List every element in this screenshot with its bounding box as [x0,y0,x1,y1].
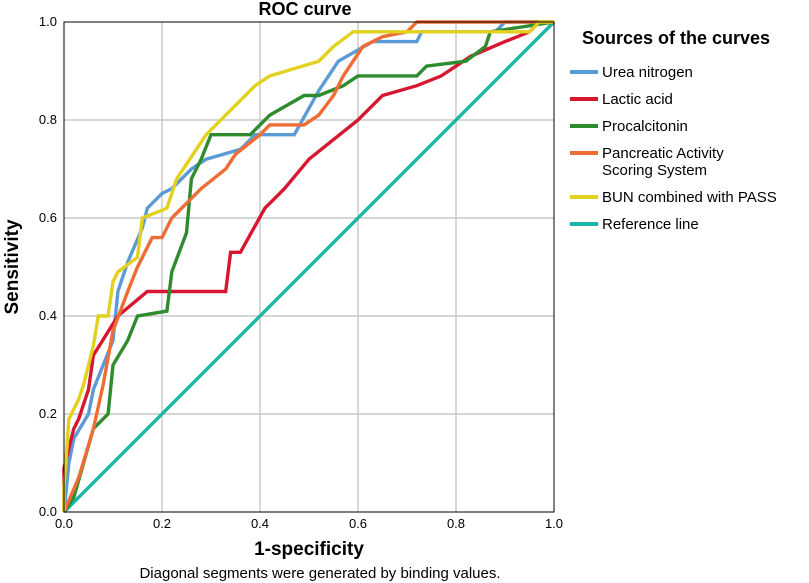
footnote: Diagonal segments were generated by bind… [139,565,500,582]
y-tick-label: 0.6 [39,210,57,225]
x-tick-label: 0.4 [251,516,269,531]
legend-label-bun-combined-with-pass: BUN combined with PASS [602,189,777,206]
x-axis-title: 1-specificity [254,539,364,560]
legend: Urea nitrogen Lactic acid Procalcitonin Pan… [570,64,777,233]
x-tick-label: 1.0 [545,516,563,531]
series-line-reference-line [62,20,556,514]
series-line-urea-nitrogen [62,20,554,513]
x-tick-label: 0.8 [447,516,465,531]
series-line-procalcitonin [62,20,555,513]
legend-title: Sources of the curves [582,28,770,48]
x-tick-label: 0.2 [153,516,171,531]
y-tick-label: 0.4 [39,308,57,323]
y-tick-label: 0.0 [39,504,57,519]
y-tick-labels: 0.0 0.2 0.4 0.6 0.8 1.0 [39,14,57,519]
x-tick-label: 0.6 [349,516,367,531]
legend-label-urea-nitrogen: Urea nitrogen [602,64,693,81]
legend-label-procalcitonin: Procalcitonin [602,118,688,135]
x-tick-label: 0.0 [55,516,73,531]
y-axis-title: Sensitivity [2,219,23,314]
series-line-pancreatic-activity-scoring-system [62,20,554,513]
y-tick-label: 0.2 [39,406,57,421]
y-tick-label: 1.0 [39,14,57,29]
plot-frame [63,21,555,513]
legend-label-reference-line: Reference line [602,216,699,233]
series-line-bun-combined-with-pass [62,20,554,512]
y-tick-label: 0.8 [39,112,57,127]
legend-label-lactic-acid: Lactic acid [602,91,673,108]
legend-label-pancreatic-activity-scoring-system: Pancreatic Activity Scoring System [602,145,724,179]
chart-title: ROC curve [258,0,351,19]
series-group [62,20,556,514]
x-tick-labels: 0.0 0.2 0.4 0.6 0.8 1.0 [55,516,563,531]
